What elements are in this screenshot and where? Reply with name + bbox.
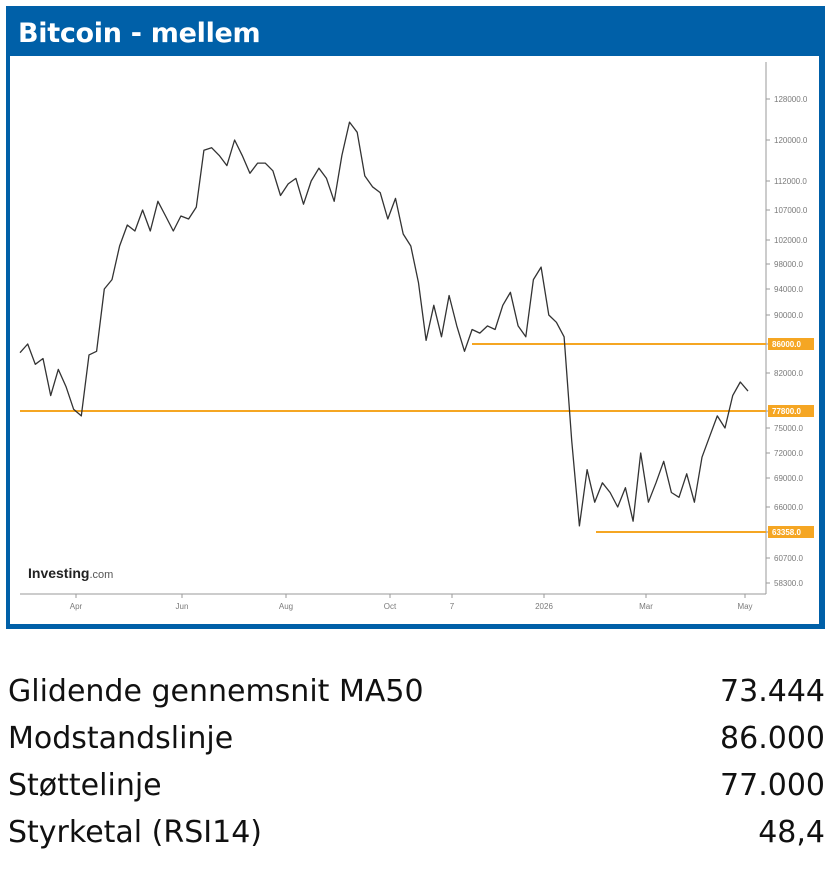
stat-row-rsi: Styrketal (RSI14) 48,4: [8, 809, 825, 856]
chart-title: Bitcoin - mellem: [18, 18, 261, 49]
stat-value: 73.444: [720, 674, 825, 709]
level-label: 63358.0: [772, 528, 801, 537]
y-tick-label: 94000.0: [774, 285, 803, 294]
y-tick-label: 112000.0: [774, 177, 807, 186]
x-tick-label: Aug: [279, 602, 293, 611]
stat-label: Modstandslinje: [8, 721, 234, 756]
stat-row-resistance: Modstandslinje 86.000: [8, 715, 825, 762]
y-tick-label: 60700.0: [774, 554, 803, 563]
y-tick-label: 120000.0: [774, 136, 808, 145]
level-label-box: [768, 526, 814, 538]
stat-value: 48,4: [758, 815, 825, 850]
level-label: 77800.0: [772, 407, 801, 416]
x-tick-label: Mar: [639, 602, 653, 611]
stat-label: Styrketal (RSI14): [8, 815, 262, 850]
y-tick-label: 75000.0: [774, 424, 803, 433]
logo-brand: Investing: [28, 565, 89, 581]
logo-suffix: .com: [89, 569, 113, 581]
stat-label: Støttelinje: [8, 768, 162, 803]
x-tick-label: Apr: [70, 602, 83, 611]
stat-row-ma50: Glidende gennemsnit MA50 73.444: [8, 668, 825, 715]
stat-label: Glidende gennemsnit MA50: [8, 674, 424, 709]
level-label-box: [768, 338, 814, 350]
y-tick-label: 98000.0: [774, 260, 803, 269]
y-tick-label: 128000.0: [774, 95, 808, 104]
y-tick-label: 58300.0: [774, 579, 803, 588]
y-tick-label: 107000.0: [774, 206, 808, 215]
y-tick-label: 69000.0: [774, 474, 803, 483]
y-tick-label: 72000.0: [774, 449, 803, 458]
stat-value: 86.000: [720, 721, 825, 756]
x-tick-label: Jun: [176, 602, 189, 611]
x-tick-label: 7: [450, 602, 455, 611]
y-tick-label: 90000.0: [774, 311, 803, 320]
x-tick-label: 2026: [535, 602, 553, 611]
chart-area: 128000.0 120000.0 112000.0 107000.0 102000.0…: [10, 56, 819, 624]
stat-row-support: Støttelinje 77.000: [8, 762, 825, 809]
stats-table: Glidende gennemsnit MA50 73.444 Modstand…: [8, 668, 825, 856]
x-tick-label: Oct: [384, 602, 397, 611]
chart-panel: Bitcoin - mellem 128000.0 120000.0 112000.…: [6, 6, 825, 629]
y-tick-label: 66000.0: [774, 503, 803, 512]
y-tick-label: 82000.0: [774, 369, 803, 378]
y-tick-label: 102000.0: [774, 236, 808, 245]
price-chart: 128000.0 120000.0 112000.0 107000.0 102000.0…: [19, 62, 814, 611]
level-label-box: [768, 405, 814, 417]
level-label: 86000.0: [772, 340, 801, 349]
x-tick-label: May: [737, 602, 752, 611]
investing-logo: Investing.com: [28, 565, 113, 581]
stat-value: 77.000: [720, 768, 825, 803]
price-series-line: [19, 121, 749, 527]
